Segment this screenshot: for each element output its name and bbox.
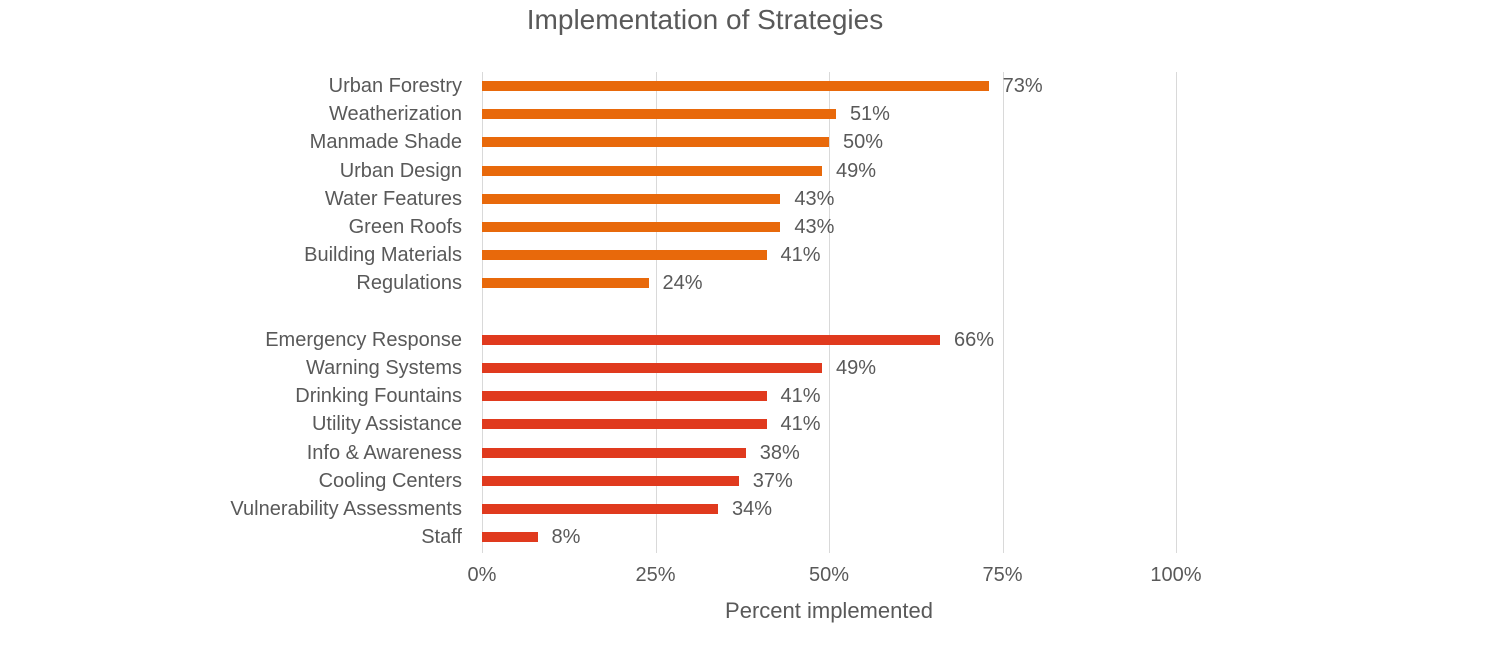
category-label: Manmade Shade xyxy=(309,131,462,154)
bar-row: 38% xyxy=(482,439,1176,467)
bar xyxy=(482,137,829,148)
bar-row: 34% xyxy=(482,495,1176,523)
bar-row: 50% xyxy=(482,128,1176,156)
data-label: 41% xyxy=(780,244,821,267)
data-label: 24% xyxy=(662,272,703,295)
category-label: Water Features xyxy=(324,187,462,210)
bar-row: 43% xyxy=(482,185,1176,213)
category-label: Weatherization xyxy=(328,103,462,126)
data-label: 37% xyxy=(752,469,793,492)
x-tick-label: 100% xyxy=(1150,564,1202,586)
bar-row: 41% xyxy=(482,382,1176,410)
x-tick-label: 75% xyxy=(982,564,1023,586)
category-label: Info & Awareness xyxy=(306,441,462,464)
bar-row: 8% xyxy=(482,523,1176,551)
data-label: 50% xyxy=(843,131,884,154)
plot-area: 73% 51% 50% 49% 43% 43% 41% 24% 66% 49% 41% 41% 38% 3… xyxy=(482,72,1177,553)
data-label: 51% xyxy=(849,103,890,126)
data-label: 41% xyxy=(780,385,821,408)
bar xyxy=(482,504,718,514)
bar xyxy=(482,419,767,430)
category-label: Cooling Centers xyxy=(318,469,462,492)
category-label: Staff xyxy=(421,526,462,549)
data-label: 43% xyxy=(794,187,835,210)
bar-row: 66% xyxy=(482,326,1176,354)
bar xyxy=(482,222,781,232)
gridline xyxy=(482,72,483,553)
data-label: 49% xyxy=(836,357,877,379)
category-label: Urban Forestry xyxy=(328,75,462,97)
bar-row: 51% xyxy=(482,100,1176,128)
bar xyxy=(482,81,989,91)
data-label: 49% xyxy=(836,159,877,182)
bar-row: 43% xyxy=(482,213,1176,241)
gridline xyxy=(1002,72,1004,553)
category-label: Warning Systems xyxy=(306,357,462,379)
x-axis-label: Percent implemented xyxy=(725,598,933,623)
bar xyxy=(482,109,836,120)
category-label: Urban Design xyxy=(339,159,462,182)
category-label: Regulations xyxy=(356,272,462,295)
bar-row: 41% xyxy=(482,241,1176,269)
gridline xyxy=(1176,72,1177,553)
data-label: 38% xyxy=(759,441,800,464)
bar xyxy=(482,334,941,345)
x-tick-label: 50% xyxy=(808,564,850,586)
bar-row: 24% xyxy=(482,269,1176,297)
bar xyxy=(482,363,823,373)
bar-row: 49% xyxy=(482,157,1176,185)
gridline xyxy=(829,72,830,553)
bar-row: 41% xyxy=(482,410,1176,438)
gridline xyxy=(655,72,657,553)
bar xyxy=(482,250,767,261)
bar-row: 37% xyxy=(482,467,1176,495)
data-label: 43% xyxy=(794,216,835,238)
bar-row: 73% xyxy=(482,72,1176,100)
category-label: Building Materials xyxy=(304,244,462,267)
data-label: 66% xyxy=(954,328,995,351)
category-label: Drinking Fountains xyxy=(295,385,462,408)
category-label: Vulnerability Assessments xyxy=(230,498,462,520)
data-label: 34% xyxy=(731,498,772,520)
bar xyxy=(482,193,781,204)
bar-row: 49% xyxy=(482,354,1176,382)
bar xyxy=(482,278,649,289)
data-label: 41% xyxy=(780,413,821,436)
data-label: 8% xyxy=(551,526,581,549)
bar xyxy=(482,391,767,402)
chart-title: Implementation of Strategies xyxy=(526,4,884,35)
bar xyxy=(482,475,739,486)
bar xyxy=(482,532,538,543)
x-tick-label: 0% xyxy=(467,564,497,586)
bar xyxy=(482,165,823,176)
category-label: Utility Assistance xyxy=(311,413,462,436)
bar xyxy=(482,447,746,458)
category-label: Emergency Response xyxy=(265,328,462,351)
category-label: Green Roofs xyxy=(348,216,462,238)
data-label: 73% xyxy=(1002,75,1043,97)
x-tick-label: 25% xyxy=(635,564,676,586)
